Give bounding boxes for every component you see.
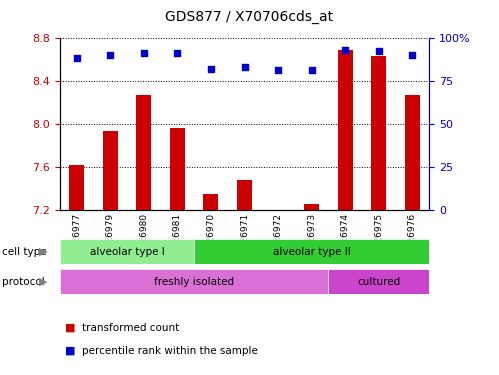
Point xyxy=(408,52,416,58)
Bar xyxy=(194,239,429,264)
Point xyxy=(274,67,282,73)
Bar xyxy=(103,131,118,210)
Point xyxy=(241,64,249,70)
Point xyxy=(173,50,181,56)
Bar xyxy=(304,204,319,210)
Text: ■: ■ xyxy=(65,323,75,333)
Text: GDS877 / X70706cds_at: GDS877 / X70706cds_at xyxy=(166,9,333,24)
Text: protocol: protocol xyxy=(2,277,45,287)
Bar xyxy=(237,180,252,210)
Point xyxy=(106,52,114,58)
Point xyxy=(73,55,81,61)
Text: transformed count: transformed count xyxy=(82,323,180,333)
Bar xyxy=(170,128,185,210)
Point xyxy=(375,48,383,54)
Bar xyxy=(60,269,328,294)
Bar xyxy=(60,239,194,264)
Bar xyxy=(328,269,429,294)
Bar xyxy=(204,194,219,210)
Point xyxy=(308,67,316,73)
Text: ▶: ▶ xyxy=(39,277,47,287)
Bar xyxy=(136,94,151,210)
Point xyxy=(341,46,349,53)
Text: alveolar type II: alveolar type II xyxy=(273,247,350,256)
Text: freshly isolated: freshly isolated xyxy=(154,277,234,286)
Text: cultured: cultured xyxy=(357,277,400,286)
Bar xyxy=(338,51,353,210)
Bar xyxy=(69,165,84,210)
Point xyxy=(140,50,148,56)
Text: ▶: ▶ xyxy=(39,247,47,257)
Text: ■: ■ xyxy=(65,346,75,355)
Text: cell type: cell type xyxy=(2,247,47,257)
Text: percentile rank within the sample: percentile rank within the sample xyxy=(82,346,258,355)
Point xyxy=(207,66,215,72)
Bar xyxy=(270,210,285,211)
Text: alveolar type I: alveolar type I xyxy=(90,247,164,256)
Bar xyxy=(371,56,386,210)
Bar xyxy=(405,94,420,210)
